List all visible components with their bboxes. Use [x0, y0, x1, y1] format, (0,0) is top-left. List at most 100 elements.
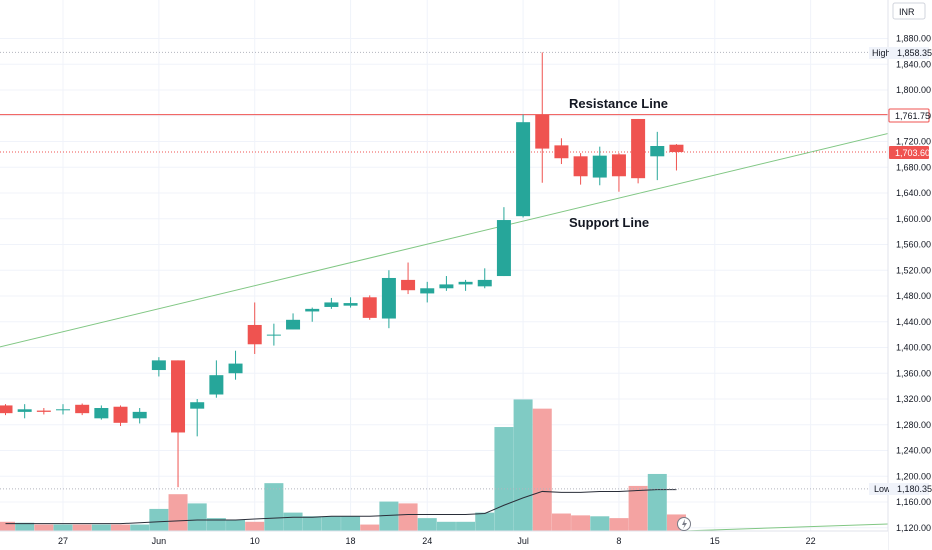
lightning-button[interactable]	[677, 517, 691, 531]
low-badge: Low 1,180.35	[869, 483, 932, 495]
candle-body	[113, 406, 128, 423]
y-tick-label: 1,680.00	[896, 162, 931, 172]
candle-body	[36, 410, 51, 412]
low-badge-label: Low	[874, 484, 891, 494]
candle-body	[362, 297, 377, 318]
y-tick-label: 1,400.00	[896, 343, 931, 353]
volume-bar	[34, 524, 54, 531]
volume-bar	[360, 524, 380, 531]
candle-body	[669, 144, 684, 153]
y-tick-label: 1,520.00	[896, 265, 931, 275]
high-badge-value: 1,858.35	[897, 48, 932, 58]
last-price-badge: 1,703.60	[889, 146, 930, 159]
currency-selector[interactable]: INR	[892, 2, 926, 20]
volume-bar	[341, 516, 361, 531]
volume-bar	[0, 521, 15, 531]
volume-pane	[0, 399, 686, 531]
volume-bar	[398, 503, 418, 531]
volume-bar	[417, 518, 437, 531]
y-tick-label: 1,160.00	[896, 497, 931, 507]
y-tick-label: 1,640.00	[896, 188, 931, 198]
volume-bar	[264, 483, 284, 531]
x-tick-label: Jun	[152, 536, 167, 546]
x-tick-label: 18	[346, 536, 356, 546]
candle-body	[420, 288, 435, 294]
y-tick-label: 1,360.00	[896, 368, 931, 378]
candle-body	[305, 308, 320, 312]
currency-label: INR	[899, 7, 915, 17]
y-tick-label: 1,720.00	[896, 137, 931, 147]
last-price-badge-value: 1,703.60	[895, 148, 930, 158]
x-tick-label: 24	[422, 536, 432, 546]
y-tick-label: 1,800.00	[896, 85, 931, 95]
volume-bar	[72, 524, 92, 531]
volume-moving-average	[5, 489, 677, 525]
volume-bar	[436, 521, 456, 531]
volume-bar	[551, 513, 571, 531]
candle-body	[477, 279, 492, 287]
high-badge: High 1,858.35	[869, 47, 932, 59]
price-axis[interactable]	[888, 0, 932, 550]
candle-body	[381, 277, 396, 319]
volume-bar	[494, 427, 514, 531]
volume-bar	[245, 521, 265, 531]
volume-bar	[302, 516, 322, 531]
high-badge-label: High	[872, 48, 891, 58]
candle-body	[573, 156, 588, 177]
candle-body	[516, 122, 531, 217]
time-axis[interactable]	[0, 531, 888, 550]
price-lines	[0, 51, 930, 532]
volume-bar	[130, 524, 150, 531]
candle-body	[554, 145, 569, 159]
low-badge-value: 1,180.35	[897, 484, 932, 494]
candle-body	[0, 405, 13, 414]
candle-body	[132, 411, 147, 419]
candle-body	[171, 360, 186, 433]
volume-bar	[149, 508, 169, 531]
volume-bar	[590, 516, 610, 531]
y-tick-label: 1,560.00	[896, 240, 931, 250]
volume-bar	[321, 516, 341, 531]
y-tick-label: 1,280.00	[896, 420, 931, 430]
volume-bar	[206, 518, 226, 531]
candles	[0, 52, 684, 488]
volume-bar	[168, 494, 188, 531]
candle-body	[631, 118, 646, 179]
annotation-resistance-line: Resistance Line	[569, 96, 668, 111]
grid	[0, 0, 888, 531]
x-tick-label: 15	[710, 536, 720, 546]
resistance-badge: 1,761.75	[888, 108, 930, 123]
candle-body	[209, 375, 224, 395]
candle-body	[496, 220, 511, 277]
volume-bar	[53, 524, 73, 531]
y-tick-label: 1,880.00	[896, 34, 931, 44]
volume-bar	[571, 515, 591, 531]
volume-bar	[15, 522, 35, 531]
volume-bar	[647, 473, 667, 531]
candle-body	[535, 114, 550, 149]
lightning-icon	[682, 519, 687, 529]
candle-body	[592, 155, 607, 178]
x-tick-label: 27	[58, 536, 68, 546]
x-tick-label: Jul	[517, 536, 529, 546]
volume-bar	[226, 519, 246, 531]
volume-bar	[91, 524, 111, 531]
candle-body	[650, 146, 665, 157]
volume-bar	[609, 518, 629, 531]
volume-bar	[532, 408, 552, 531]
candle-body	[247, 324, 262, 345]
volume-bar	[513, 399, 533, 531]
candle-body	[439, 284, 454, 289]
x-tick-labels: 27 Jun 10 18 24 Jul 8 15 22	[58, 536, 816, 546]
y-tick-label: 1,240.00	[896, 446, 931, 456]
candle-body	[94, 408, 109, 419]
candle-body	[286, 319, 301, 330]
y-tick-label: 1,320.00	[896, 394, 931, 404]
x-tick-label: 10	[250, 536, 260, 546]
support-trendline	[0, 122, 930, 348]
candle-body	[228, 363, 243, 374]
y-tick-label: 1,200.00	[896, 471, 931, 481]
candle-body	[75, 404, 90, 414]
volume-bar	[187, 503, 207, 531]
